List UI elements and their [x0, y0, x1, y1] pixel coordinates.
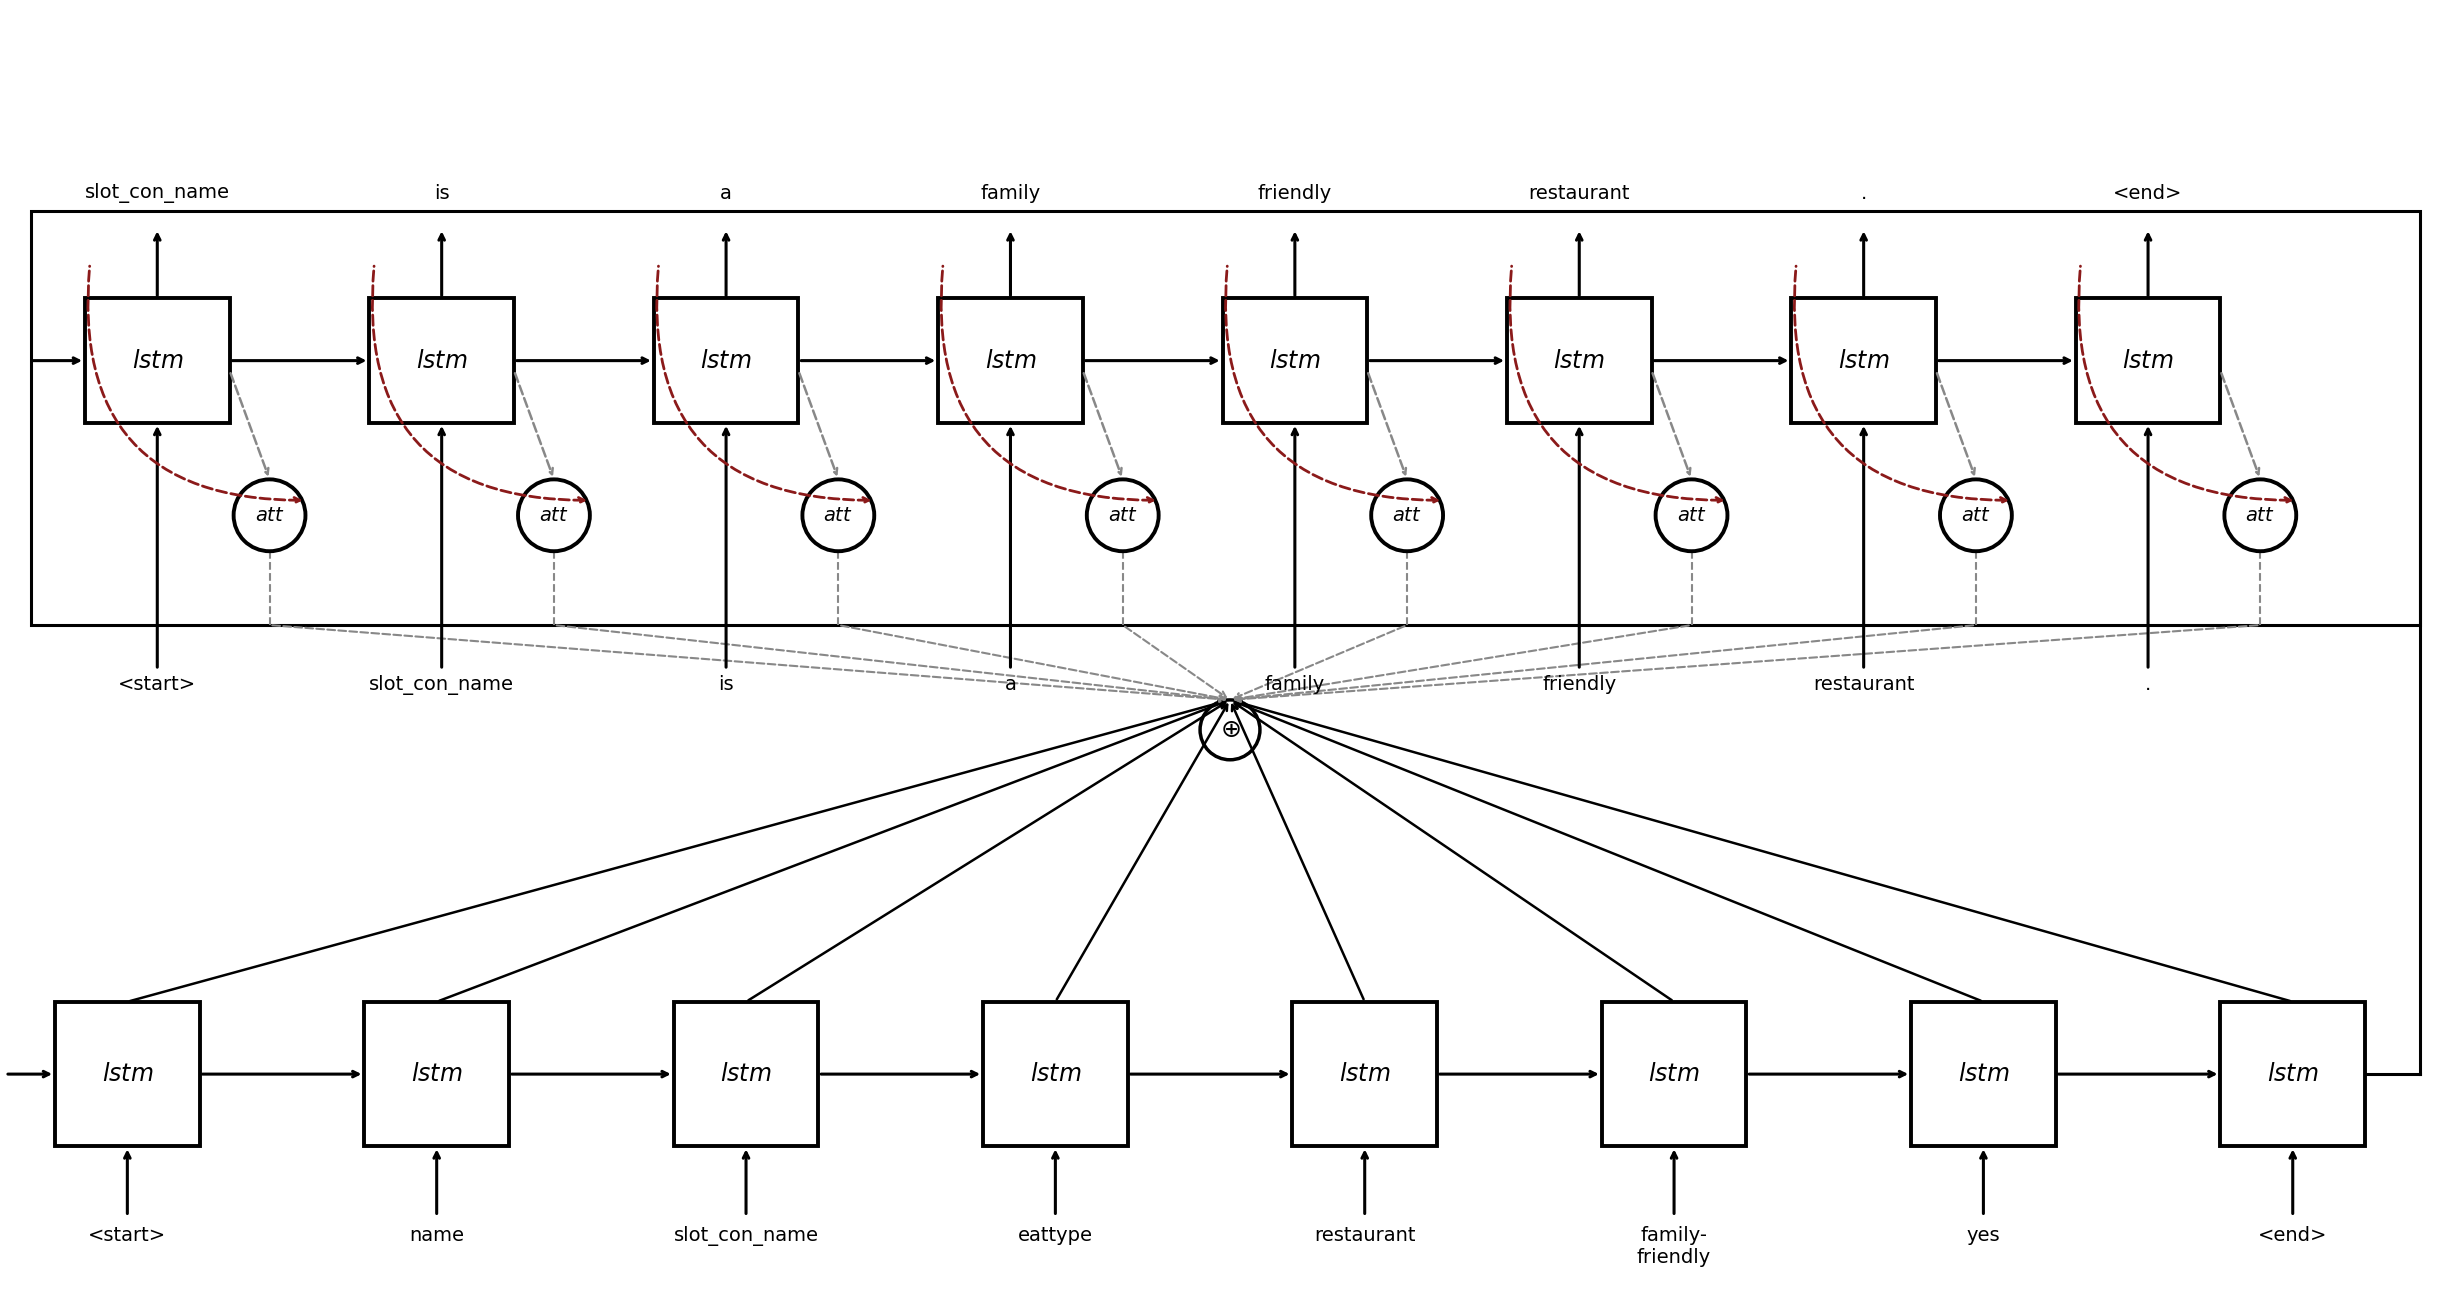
Text: <end>: <end>: [2258, 1226, 2327, 1246]
Text: $\it{lstm}$: $\it{lstm}$: [1647, 1062, 1699, 1086]
FancyBboxPatch shape: [2221, 1002, 2366, 1146]
Text: is: is: [719, 675, 734, 694]
Text: family: family: [1265, 675, 1325, 694]
Text: restaurant: restaurant: [1812, 675, 1915, 694]
Text: $\oplus$: $\oplus$: [1219, 718, 1241, 741]
Text: eattype: eattype: [1017, 1226, 1093, 1246]
FancyBboxPatch shape: [369, 299, 515, 423]
FancyBboxPatch shape: [982, 1002, 1128, 1146]
Text: $\it{att}$: $\it{att}$: [822, 506, 854, 525]
Circle shape: [1940, 479, 2011, 552]
Circle shape: [1654, 479, 1728, 552]
Text: friendly: friendly: [1258, 185, 1332, 203]
FancyBboxPatch shape: [84, 299, 229, 423]
Text: friendly: friendly: [1541, 675, 1618, 694]
Text: .: .: [2144, 675, 2152, 694]
Text: $\it{lstm}$: $\it{lstm}$: [699, 348, 751, 372]
Text: $\it{lstm}$: $\it{lstm}$: [721, 1062, 771, 1086]
Text: $\it{att}$: $\it{att}$: [254, 506, 286, 525]
Text: slot_con_name: slot_con_name: [369, 675, 515, 696]
Text: $\it{lstm}$: $\it{lstm}$: [1029, 1062, 1081, 1086]
Text: $\it{att}$: $\it{att}$: [539, 506, 569, 525]
Text: $\it{lstm}$: $\it{lstm}$: [1554, 348, 1605, 372]
FancyBboxPatch shape: [675, 1002, 817, 1146]
FancyBboxPatch shape: [1507, 299, 1652, 423]
Text: $\it{att}$: $\it{att}$: [1391, 506, 1423, 525]
Text: $\it{lstm}$: $\it{lstm}$: [2122, 348, 2174, 372]
FancyBboxPatch shape: [364, 1002, 510, 1146]
Text: a: a: [1004, 675, 1017, 694]
FancyBboxPatch shape: [54, 1002, 199, 1146]
Text: slot_con_name: slot_con_name: [84, 183, 229, 203]
Text: restaurant: restaurant: [1315, 1226, 1416, 1246]
Text: <start>: <start>: [89, 1226, 167, 1246]
Text: $\it{att}$: $\it{att}$: [1962, 506, 1992, 525]
Text: slot_con_name: slot_con_name: [675, 1226, 817, 1246]
Text: is: is: [433, 185, 451, 203]
Circle shape: [1086, 479, 1160, 552]
Text: $\it{lstm}$: $\it{lstm}$: [1839, 348, 1888, 372]
Circle shape: [234, 479, 305, 552]
Text: $\it{att}$: $\it{att}$: [2245, 506, 2275, 525]
FancyBboxPatch shape: [2075, 299, 2221, 423]
FancyBboxPatch shape: [1911, 1002, 2056, 1146]
FancyBboxPatch shape: [1224, 299, 1366, 423]
Circle shape: [1371, 479, 1443, 552]
FancyBboxPatch shape: [938, 299, 1083, 423]
FancyBboxPatch shape: [1603, 1002, 1746, 1146]
Circle shape: [2223, 479, 2297, 552]
Text: name: name: [409, 1226, 465, 1246]
Text: family-
friendly: family- friendly: [1637, 1226, 1711, 1267]
Text: $\it{att}$: $\it{att}$: [1108, 506, 1137, 525]
Text: $\it{lstm}$: $\it{lstm}$: [1268, 348, 1320, 372]
Text: family: family: [980, 185, 1041, 203]
Text: $\it{lstm}$: $\it{lstm}$: [411, 1062, 463, 1086]
Text: .: .: [1861, 185, 1866, 203]
Text: <start>: <start>: [118, 675, 197, 694]
Text: $\it{lstm}$: $\it{lstm}$: [130, 348, 182, 372]
Text: $\it{lstm}$: $\it{lstm}$: [2268, 1062, 2319, 1086]
Circle shape: [517, 479, 591, 552]
Text: $\it{lstm}$: $\it{lstm}$: [1957, 1062, 2009, 1086]
Text: a: a: [721, 185, 731, 203]
FancyBboxPatch shape: [1293, 1002, 1438, 1146]
Text: $\it{lstm}$: $\it{lstm}$: [416, 348, 468, 372]
Text: $\it{att}$: $\it{att}$: [1677, 506, 1706, 525]
Circle shape: [1199, 700, 1261, 760]
FancyBboxPatch shape: [1792, 299, 1935, 423]
FancyBboxPatch shape: [655, 299, 798, 423]
FancyBboxPatch shape: [30, 211, 2420, 625]
Text: yes: yes: [1967, 1226, 1999, 1246]
Text: $\it{lstm}$: $\it{lstm}$: [101, 1062, 153, 1086]
Text: restaurant: restaurant: [1529, 185, 1630, 203]
Text: $\it{lstm}$: $\it{lstm}$: [985, 348, 1037, 372]
Circle shape: [803, 479, 874, 552]
Text: <end>: <end>: [2112, 185, 2184, 203]
Text: $\it{lstm}$: $\it{lstm}$: [1339, 1062, 1391, 1086]
